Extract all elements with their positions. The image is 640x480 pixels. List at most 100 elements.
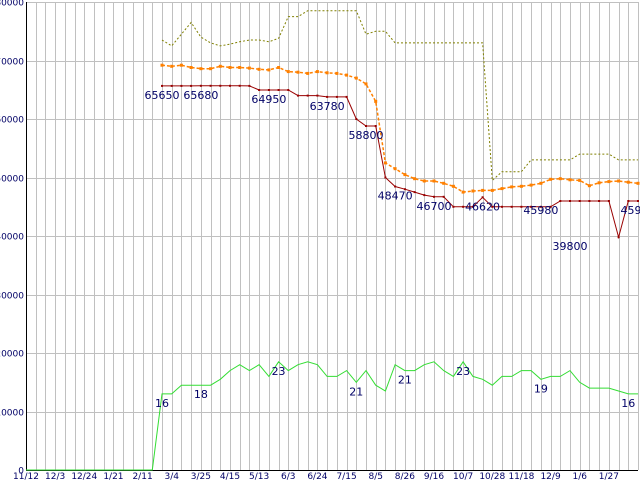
- series-point-low: [588, 200, 591, 202]
- series-point-low: [199, 84, 202, 87]
- series-point-average: [539, 181, 543, 185]
- series-point-average: [228, 66, 232, 69]
- series-point-low: [355, 118, 358, 120]
- series-point-average: [170, 64, 174, 68]
- x-tick-label: 6/3: [281, 472, 295, 480]
- x-tick-label: 12/3: [45, 472, 65, 480]
- series-point-low: [471, 205, 474, 208]
- series-point-low: [637, 200, 639, 202]
- x-tick-label: 11/18: [508, 472, 534, 480]
- y-tick-label: 60000: [0, 116, 24, 126]
- series-point-low: [306, 94, 309, 97]
- series-point-average: [490, 188, 494, 192]
- series-point-low: [365, 125, 367, 127]
- x-tick-label: 4/15: [220, 472, 240, 480]
- series-point-low: [530, 205, 533, 208]
- y-tick-label: 70000: [0, 58, 24, 68]
- y-tick-label: 40000: [0, 233, 24, 243]
- series-point-average: [500, 187, 504, 191]
- data-label-low: 46620: [465, 200, 500, 213]
- series-point-average: [636, 181, 640, 185]
- x-tick-label: 7/15: [336, 472, 356, 480]
- data-label-count: 16: [155, 397, 169, 410]
- series-point-average: [519, 184, 523, 188]
- series-line-count: [26, 360, 638, 471]
- y-tick-labels: 0 10000 20000 30000 40000 50000 60000 70000 8000…: [0, 0, 24, 477]
- series-point-average: [325, 71, 329, 75]
- series-point-low: [219, 84, 222, 87]
- series-line-low: [162, 85, 638, 240]
- data-label-count: 16: [621, 397, 635, 410]
- x-tick-label: 1/6: [572, 472, 587, 480]
- series-point-low: [277, 89, 280, 91]
- series-point-average: [510, 185, 514, 189]
- series-point-low: [267, 89, 270, 91]
- data-label-low: 65680: [183, 89, 218, 102]
- series-point-low: [617, 236, 620, 239]
- data-label-low: 39800: [553, 240, 588, 253]
- data-label-count: 18: [194, 388, 208, 401]
- series-point-average: [403, 173, 407, 177]
- series-point-low: [569, 200, 571, 202]
- series-point-low: [549, 205, 552, 208]
- series-lines: [26, 10, 640, 471]
- series-point-average: [306, 71, 310, 75]
- y-tick-label: 50000: [0, 175, 24, 185]
- series-point-low: [578, 200, 581, 202]
- x-tick-label: 3/4: [164, 472, 179, 480]
- series-point-average: [451, 184, 455, 188]
- series-point-low: [209, 84, 212, 87]
- data-label-count: 21: [398, 374, 412, 387]
- series-point-average: [549, 177, 553, 181]
- series-point-low: [491, 205, 494, 208]
- series-point-low: [394, 185, 397, 188]
- series-point-average: [335, 71, 339, 75]
- series-point-average: [422, 179, 426, 183]
- series-point-average: [296, 70, 300, 74]
- series-point-low: [510, 205, 513, 208]
- x-tick-label: 9/16: [424, 472, 444, 480]
- series-point-average: [247, 66, 251, 70]
- y-tick-label: 20000: [0, 350, 24, 360]
- data-label-low: 45980: [621, 204, 640, 217]
- x-tick-label: 1/27: [599, 472, 619, 480]
- data-label-low: 63780: [310, 100, 345, 113]
- grid-lines: [26, 2, 639, 471]
- series-point-average: [432, 179, 436, 183]
- y-tick-label: 80000: [0, 0, 24, 9]
- series-point-low: [442, 195, 445, 198]
- series-point-low: [170, 84, 173, 87]
- x-tick-label: 10/28: [479, 472, 505, 480]
- series-point-low: [248, 84, 251, 87]
- series-point-low: [287, 89, 290, 91]
- series-point-average: [607, 180, 611, 184]
- series-point-low: [423, 194, 426, 197]
- data-label-count: 23: [456, 365, 470, 378]
- series-point-average: [179, 63, 183, 67]
- series-point-average: [558, 177, 562, 181]
- series-point-low: [481, 196, 484, 199]
- series-point-low: [345, 95, 348, 98]
- x-tick-label: 12/9: [540, 472, 560, 480]
- series-point-average: [568, 178, 572, 182]
- series-point-low: [559, 200, 562, 202]
- x-tick-label: 8/26: [395, 472, 415, 480]
- data-label-low: 46700: [417, 200, 452, 213]
- series-point-low: [238, 84, 241, 87]
- series-point-average: [199, 67, 203, 71]
- series-point-average: [354, 76, 358, 80]
- data-label-low: 45980: [523, 204, 558, 217]
- data-label-low: 48470: [378, 189, 413, 202]
- y-tick-label: 30000: [0, 292, 24, 302]
- series-point-low: [161, 84, 163, 87]
- series-point-average: [471, 189, 475, 193]
- series-point-low: [229, 84, 231, 87]
- data-labels: 65650 65680 64950 63780 58800 48470 46700 46620…: [145, 89, 640, 410]
- series-point-low: [462, 205, 465, 208]
- series-point-average: [383, 161, 387, 165]
- series-point-average: [364, 82, 368, 86]
- series-point-average: [238, 66, 242, 69]
- data-label-low: 64950: [251, 93, 286, 106]
- series-point-low: [501, 205, 503, 208]
